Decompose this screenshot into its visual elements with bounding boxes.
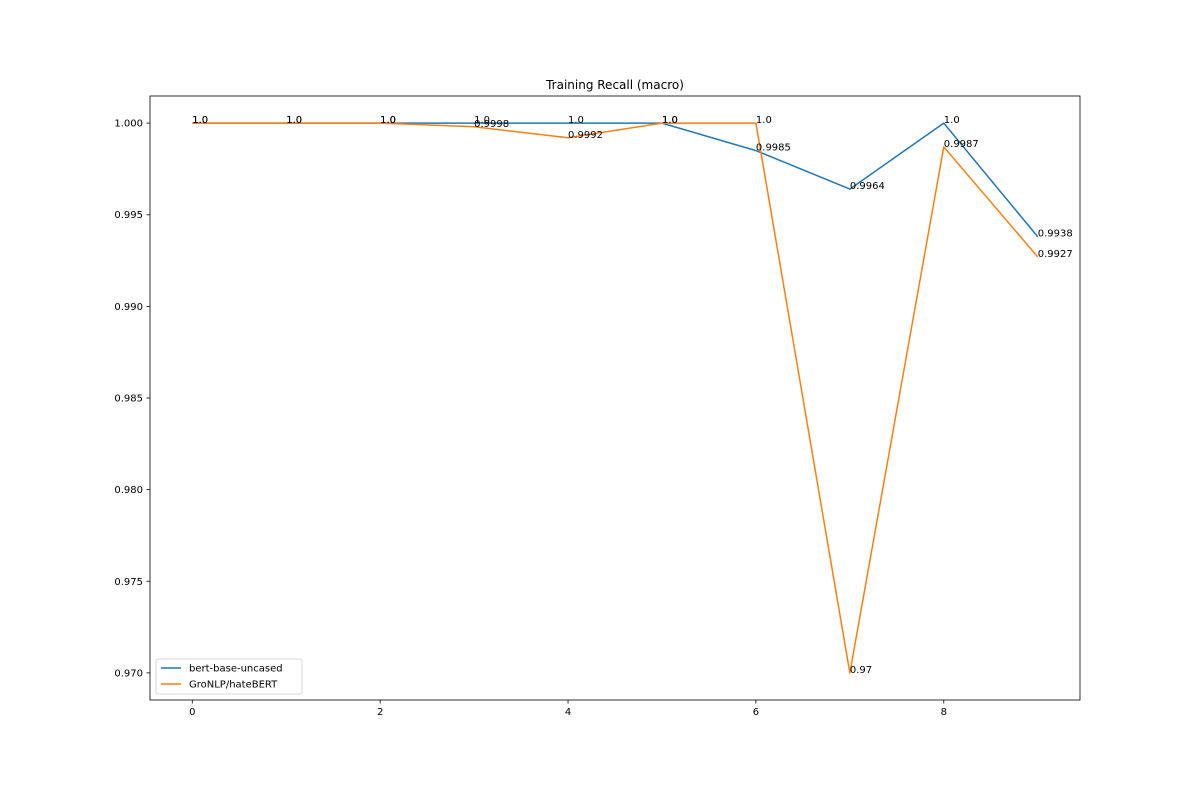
axes: 0 2 4 6 8 1.000 0.995 0.990 0.985 0.980 0.975 0.970 xyxy=(114,119,947,718)
data-label: 1.0 xyxy=(380,115,396,126)
data-label: 1.0 xyxy=(192,115,208,126)
data-label: 1.0 xyxy=(286,115,302,126)
data-label: 1.0 xyxy=(662,115,678,126)
data-label: 0.9964 xyxy=(850,181,885,192)
y-tick-label: 0.990 xyxy=(114,302,143,313)
data-label: 1.0 xyxy=(474,115,490,126)
data-label: 1.0 xyxy=(756,115,772,126)
y-tick-label: 0.975 xyxy=(114,577,143,588)
data-label: 0.97 xyxy=(850,665,872,676)
chart-title: Training Recall (macro) xyxy=(545,78,684,92)
y-tick-label: 0.970 xyxy=(114,668,143,679)
x-tick-label: 6 xyxy=(753,707,759,718)
data-label: 1.0 xyxy=(380,115,396,126)
data-label: 0.9985 xyxy=(756,143,791,154)
x-tick-label: 0 xyxy=(189,707,195,718)
x-tick-label: 8 xyxy=(941,707,947,718)
y-tick-label: 1.000 xyxy=(114,119,143,130)
data-label: 1.0 xyxy=(192,115,208,126)
data-labels: 1.0 1.0 1.0 1.0 1.0 1.0 0.9985 0.9964 1.0 0.9938 1… xyxy=(192,115,1072,676)
y-tick-label: 0.980 xyxy=(114,485,143,496)
data-label: 0.9927 xyxy=(1038,249,1073,260)
data-label: 0.9998 xyxy=(474,119,509,130)
x-tick-label: 4 xyxy=(565,707,571,718)
series-lines xyxy=(192,122,1039,674)
data-label: 0.9992 xyxy=(568,130,603,141)
data-label: 0.9938 xyxy=(1038,229,1073,240)
x-tick-label: 2 xyxy=(377,707,383,718)
legend: bert-base-uncased GroNLP/hateBERT xyxy=(155,658,303,695)
legend-label-1: bert-base-uncased xyxy=(189,664,283,675)
data-label: 1.0 xyxy=(286,115,302,126)
data-label: 1.0 xyxy=(568,115,584,126)
data-label: 1.0 xyxy=(944,115,960,126)
data-label: 1.0 xyxy=(662,115,678,126)
legend-label-2: GroNLP/hateBERT xyxy=(189,680,278,691)
legend-box xyxy=(155,658,303,695)
series-line-2 xyxy=(192,122,1039,674)
y-tick-label: 0.995 xyxy=(114,210,143,221)
data-label: 0.9987 xyxy=(944,139,979,150)
y-tick-label: 0.985 xyxy=(114,394,143,405)
plot-frame xyxy=(149,95,1081,701)
axes-frame xyxy=(149,95,1081,701)
